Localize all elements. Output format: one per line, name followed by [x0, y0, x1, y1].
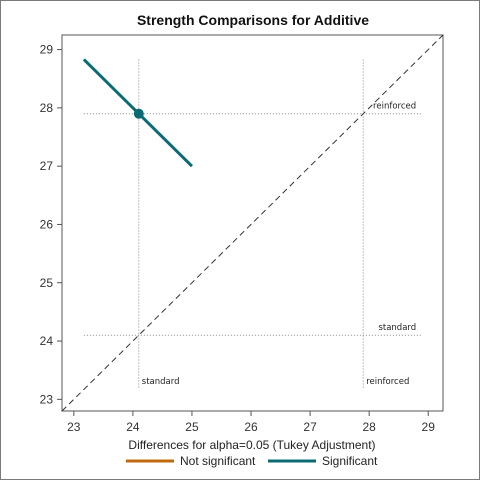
diagonal-reference	[61, 34, 444, 412]
y-tick-label: 29	[40, 43, 54, 57]
x-tick-label: 27	[303, 420, 317, 434]
diagonal-line	[61, 34, 444, 412]
y-tick-label: 23	[40, 392, 54, 406]
y-tick-label: 26	[40, 217, 54, 231]
chart-title: Strength Comparisons for Additive	[137, 12, 369, 28]
level-label-x: standard	[142, 377, 180, 387]
x-tick-label: 25	[185, 420, 199, 434]
x-tick-label: 29	[422, 420, 436, 434]
y-tick-label: 28	[40, 101, 54, 115]
level-label-y: reinforced	[373, 102, 416, 112]
comparison-segments	[82, 58, 194, 168]
x-tick-label: 28	[362, 420, 376, 434]
y-tick-label: 25	[40, 276, 54, 290]
y-tick-label: 27	[40, 159, 54, 173]
y-axis-ticks: 23 24 25 26 27 28 29	[40, 43, 62, 406]
level-label-y: standard	[378, 323, 416, 333]
level-label-x: reinforced	[366, 377, 409, 387]
level-labels: standard standard reinforced reinforced	[142, 102, 416, 387]
legend-label: Not significant	[180, 454, 256, 468]
x-tick-label: 23	[67, 420, 81, 434]
legend-label: Significant	[322, 454, 378, 468]
plot-area	[61, 34, 444, 412]
legend: Not significant Significant	[126, 454, 378, 468]
x-axis-label: Differences for alpha=0.05 (Tukey Adjust…	[128, 438, 375, 452]
x-axis-ticks: 23 24 25 26 27 28 29	[67, 411, 435, 434]
x-tick-label: 26	[244, 420, 258, 434]
y-tick-label: 24	[40, 334, 54, 348]
comparison-point	[133, 108, 144, 119]
x-tick-label: 24	[126, 420, 140, 434]
